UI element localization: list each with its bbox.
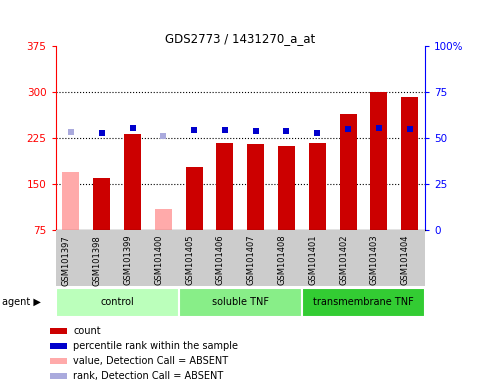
Bar <box>216 142 233 230</box>
Bar <box>56 288 179 317</box>
Text: GSM101402: GSM101402 <box>339 235 348 285</box>
Text: GSM101397: GSM101397 <box>62 235 71 286</box>
Bar <box>278 146 295 230</box>
Text: GSM101401: GSM101401 <box>308 235 317 285</box>
Text: rank, Detection Call = ABSENT: rank, Detection Call = ABSENT <box>73 371 224 381</box>
Title: GDS2773 / 1431270_a_at: GDS2773 / 1431270_a_at <box>165 32 315 45</box>
Bar <box>155 209 172 230</box>
Bar <box>51 328 67 334</box>
Text: agent ▶: agent ▶ <box>2 297 41 308</box>
Bar <box>51 358 67 364</box>
Bar <box>124 134 141 230</box>
Bar <box>401 97 418 230</box>
Bar <box>370 92 387 230</box>
Bar <box>247 144 264 230</box>
Bar <box>340 114 356 230</box>
Text: count: count <box>73 326 101 336</box>
Text: transmembrane TNF: transmembrane TNF <box>313 297 414 308</box>
Bar <box>309 142 326 230</box>
Text: soluble TNF: soluble TNF <box>212 297 269 308</box>
Bar <box>185 167 202 230</box>
Text: control: control <box>100 297 134 308</box>
Text: GSM101398: GSM101398 <box>93 235 102 286</box>
Text: GSM101405: GSM101405 <box>185 235 194 285</box>
Text: GSM101408: GSM101408 <box>277 235 286 285</box>
Text: GSM101399: GSM101399 <box>124 235 132 285</box>
Bar <box>179 288 302 317</box>
Bar <box>51 343 67 349</box>
Text: GSM101406: GSM101406 <box>216 235 225 285</box>
Bar <box>51 373 67 379</box>
Text: GSM101404: GSM101404 <box>400 235 410 285</box>
Text: percentile rank within the sample: percentile rank within the sample <box>73 341 239 351</box>
Bar <box>302 288 425 317</box>
Text: GSM101400: GSM101400 <box>154 235 163 285</box>
Bar <box>93 178 110 230</box>
Text: GSM101407: GSM101407 <box>247 235 256 285</box>
Bar <box>62 172 79 230</box>
Text: GSM101403: GSM101403 <box>370 235 379 285</box>
Text: value, Detection Call = ABSENT: value, Detection Call = ABSENT <box>73 356 228 366</box>
